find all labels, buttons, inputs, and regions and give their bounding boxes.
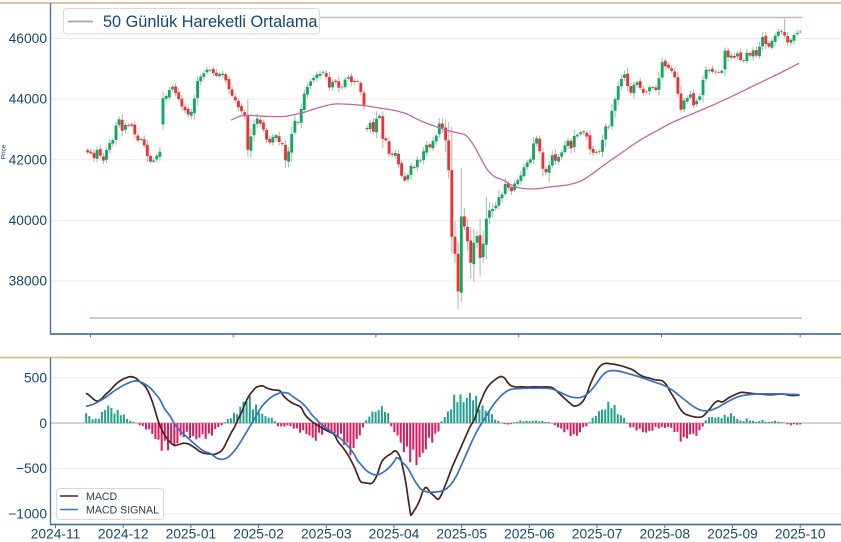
svg-text:MACD SIGNAL: MACD SIGNAL — [86, 504, 159, 516]
svg-text:MACD: MACD — [86, 491, 118, 503]
svg-text:2025-04: 2025-04 — [369, 527, 420, 542]
svg-text:38000: 38000 — [9, 274, 48, 289]
svg-text:2025-07: 2025-07 — [572, 527, 623, 542]
svg-text:50 Günlük Hareketli Ortalama: 50 Günlük Hareketli Ortalama — [103, 13, 318, 31]
svg-text:42000: 42000 — [9, 152, 48, 167]
svg-text:2024-11: 2024-11 — [31, 527, 81, 542]
svg-text:44000: 44000 — [9, 92, 48, 107]
svg-text:2025-02: 2025-02 — [233, 527, 284, 542]
svg-text:−500: −500 — [16, 461, 47, 476]
svg-text:2025-08: 2025-08 — [639, 527, 690, 542]
svg-text:0: 0 — [39, 416, 47, 431]
svg-text:46000: 46000 — [9, 31, 48, 46]
svg-text:2025-05: 2025-05 — [436, 527, 487, 542]
svg-text:2025-03: 2025-03 — [301, 527, 352, 542]
svg-text:Price: Price — [1, 144, 8, 159]
svg-text:40000: 40000 — [9, 213, 48, 228]
svg-text:500: 500 — [24, 371, 47, 386]
svg-text:2025-10: 2025-10 — [775, 527, 826, 542]
svg-text:−1000: −1000 — [8, 506, 47, 521]
svg-text:2025-01: 2025-01 — [166, 527, 217, 542]
svg-text:2024-12: 2024-12 — [98, 527, 149, 542]
svg-text:2025-06: 2025-06 — [504, 527, 555, 542]
svg-text:2025-09: 2025-09 — [707, 527, 758, 542]
